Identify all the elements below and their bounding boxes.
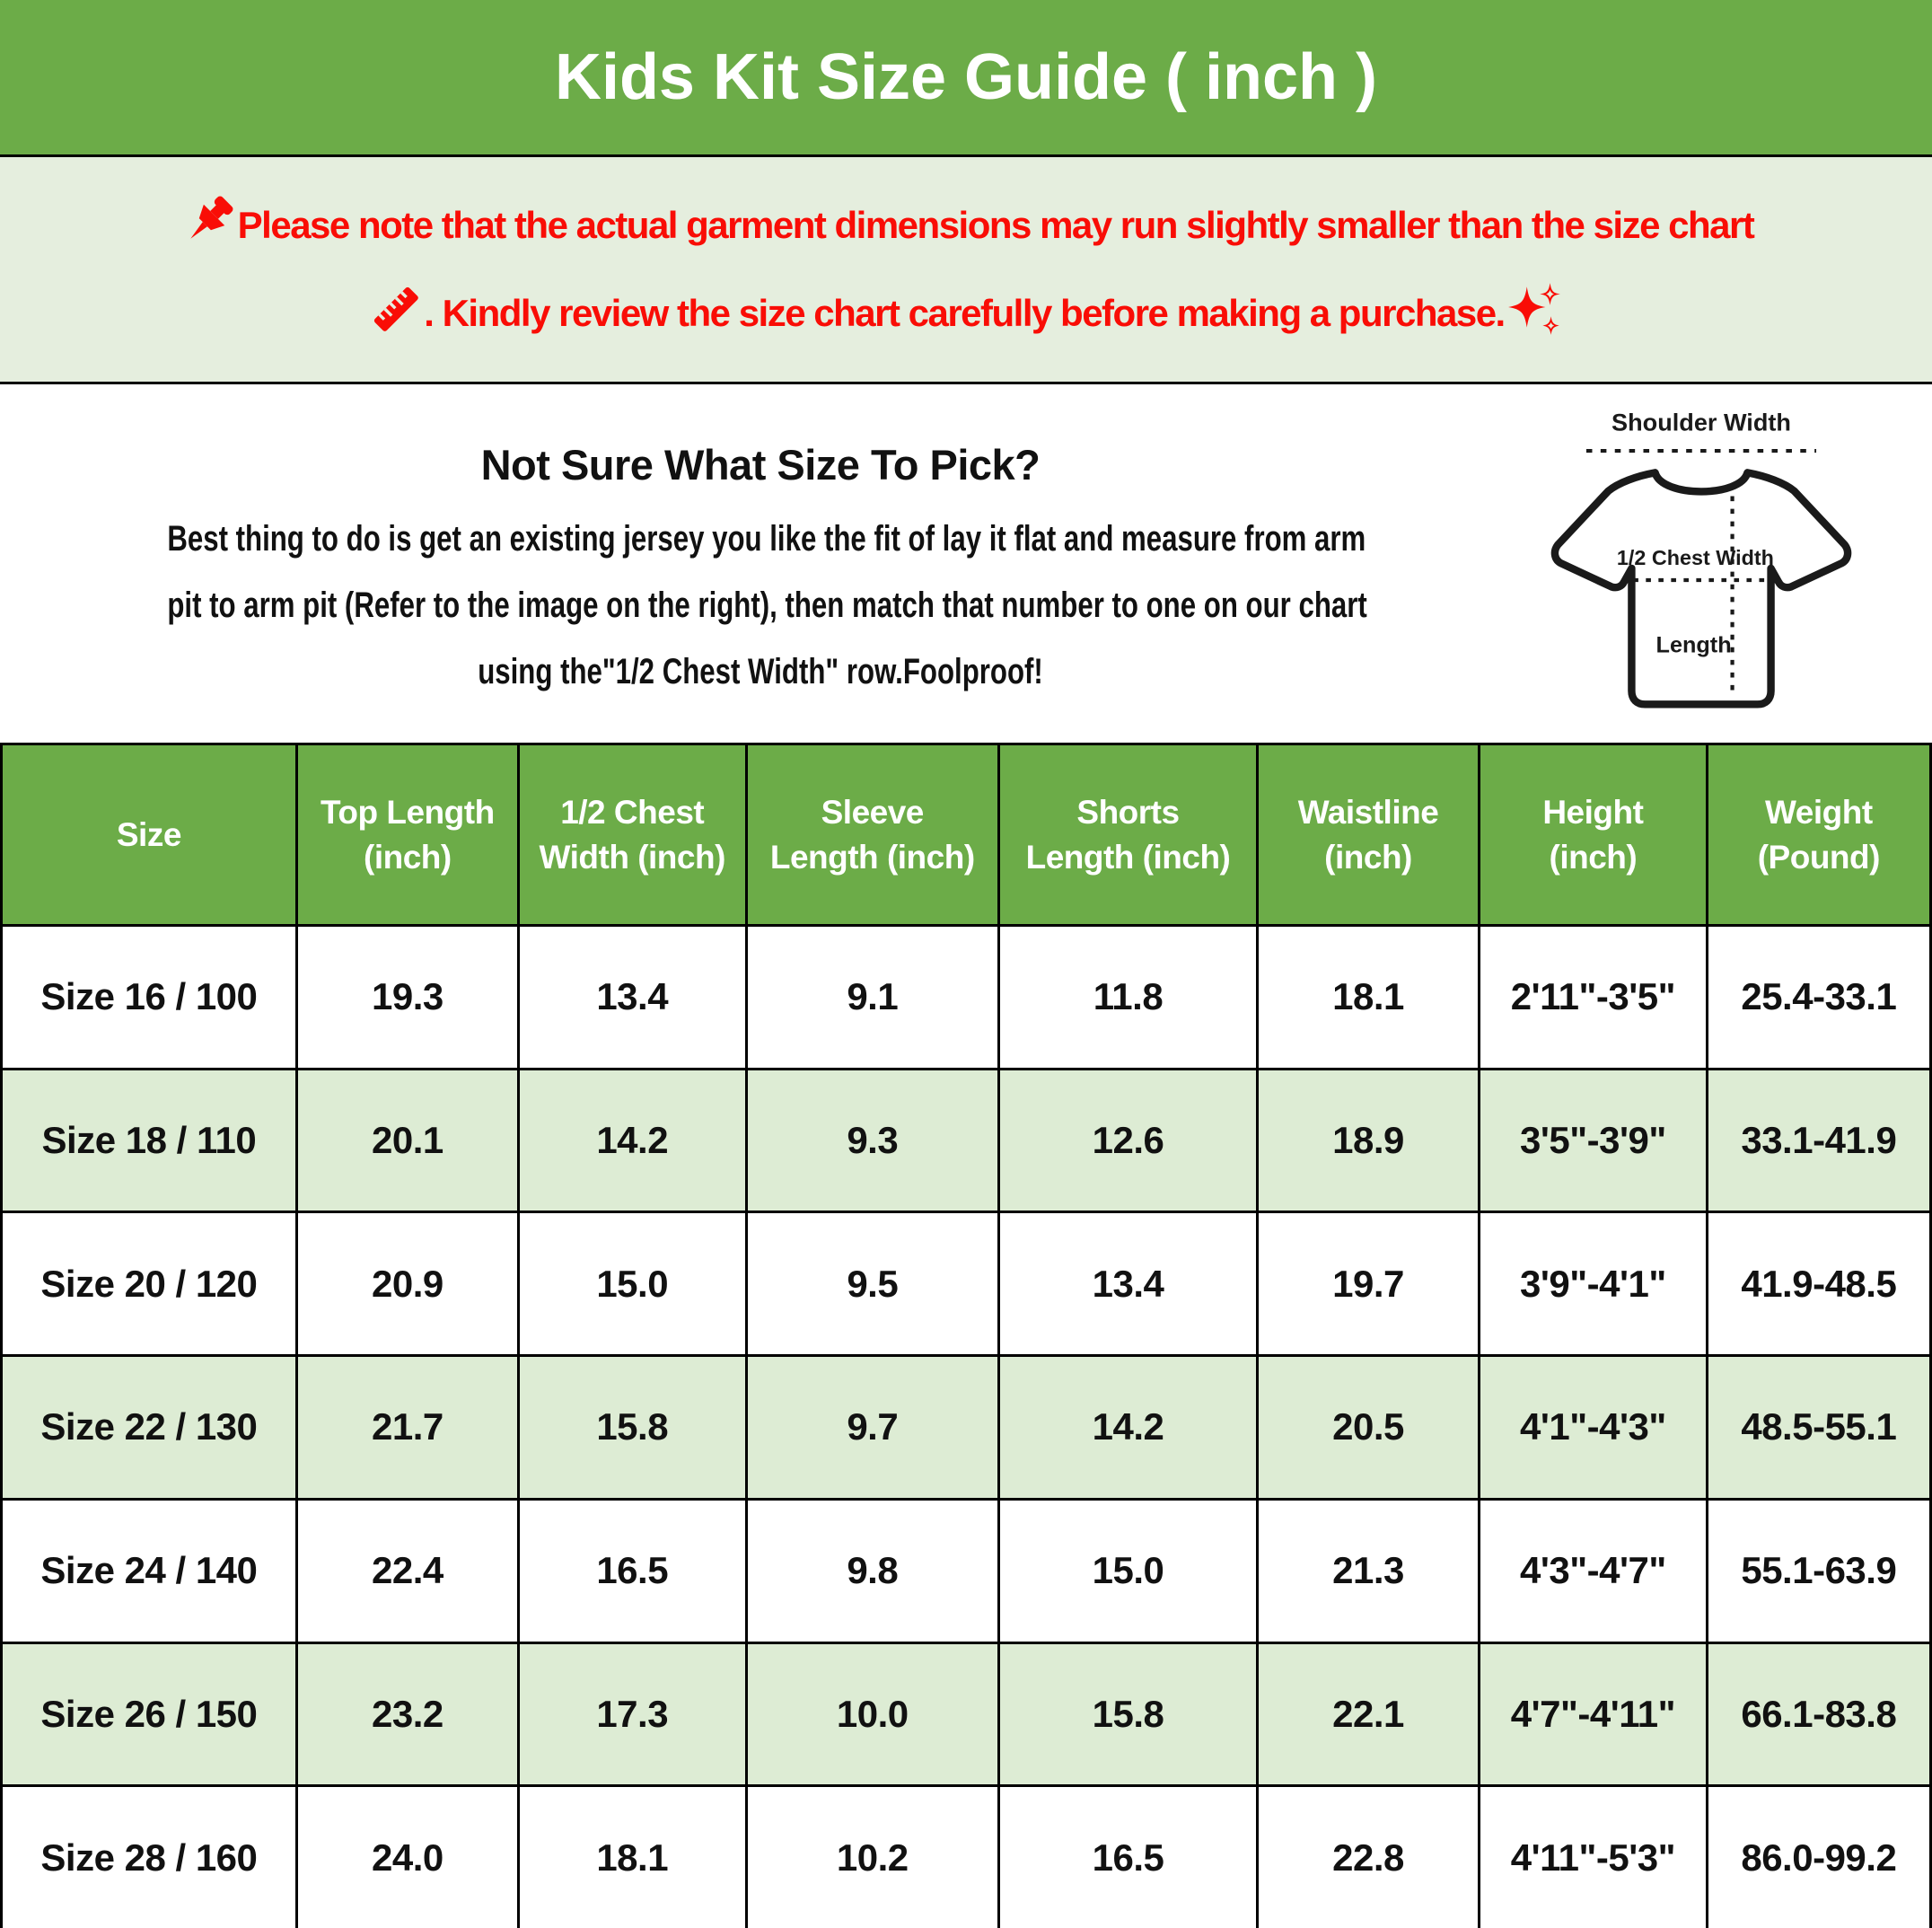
value-cell: 15.0	[516, 1211, 748, 1358]
help-body-line-1: Best thing to do is get an existing jers…	[167, 519, 1366, 559]
size-cell: Size 28 / 160	[0, 1784, 298, 1928]
value-cell: 22.1	[1255, 1641, 1481, 1788]
value-cell: 25.4-33.1	[1705, 924, 1932, 1070]
value-cell: 48.5-55.1	[1705, 1354, 1932, 1501]
value-cell: 19.3	[294, 924, 520, 1070]
help-heading: Not Sure What Size To Pick?	[480, 441, 1041, 489]
value-cell: 21.7	[294, 1354, 520, 1501]
shirt-diagram: Shoulder Width 1/2 Chest Width Length	[1521, 384, 1932, 739]
value-cell: 13.4	[516, 924, 748, 1070]
value-cell: 4'1"-4'3"	[1478, 1354, 1708, 1501]
value-cell: 16.5	[997, 1784, 1259, 1928]
value-cell: 20.1	[294, 1067, 520, 1214]
value-cell: 9.7	[744, 1354, 1001, 1501]
value-cell: 18.9	[1255, 1067, 1481, 1214]
notice-line-2-text: . Kindly review the size chart carefully…	[424, 292, 1506, 334]
value-cell: 17.3	[516, 1641, 748, 1788]
value-cell: 22.4	[294, 1497, 520, 1644]
value-cell: 15.8	[997, 1641, 1259, 1788]
sparkles-icon	[1505, 279, 1564, 348]
size-help-text: Not Sure What Size To Pick? Best thing t…	[0, 384, 1521, 705]
value-cell: 33.1-41.9	[1705, 1067, 1932, 1214]
value-cell: 12.6	[997, 1067, 1259, 1214]
value-cell: 21.3	[1255, 1497, 1481, 1644]
column-header: Height (inch)	[1478, 743, 1708, 927]
value-cell: 86.0-99.2	[1705, 1784, 1932, 1928]
notice-banner: Please note that the actual garment dime…	[0, 157, 1932, 384]
table-row: Size 24 / 140 22.4 16.5 9.8 15.0 21.3 4'3"-4'7…	[0, 1497, 1932, 1644]
value-cell: 14.2	[516, 1067, 748, 1214]
value-cell: 3'9"-4'1"	[1478, 1211, 1708, 1358]
value-cell: 22.8	[1255, 1784, 1481, 1928]
value-cell: 15.8	[516, 1354, 748, 1501]
help-body-line-2: pit to arm pit (Refer to the image on th…	[167, 585, 1367, 625]
column-header: Weight (Pound)	[1705, 743, 1932, 927]
chest-width-label: 1/2 Chest Width	[1617, 546, 1774, 569]
notice-line-2: . Kindly review the size chart carefully…	[368, 279, 1563, 348]
value-cell: 20.9	[294, 1211, 520, 1358]
value-cell: 14.2	[997, 1354, 1259, 1501]
value-cell: 9.8	[744, 1497, 1001, 1644]
column-header: Shorts Length (inch)	[997, 743, 1259, 927]
column-header: Top Length (inch)	[294, 743, 520, 927]
value-cell: 66.1-83.8	[1705, 1641, 1932, 1788]
value-cell: 16.5	[516, 1497, 748, 1644]
value-cell: 10.2	[744, 1784, 1001, 1928]
value-cell: 10.0	[744, 1641, 1001, 1788]
table-row: Size 22 / 130 21.7 15.8 9.7 14.2 20.5 4'1"-4'3…	[0, 1354, 1932, 1501]
table-row: Size 26 / 150 23.2 17.3 10.0 15.8 22.1 4'7"-4'…	[0, 1641, 1932, 1788]
value-cell: 24.0	[294, 1784, 520, 1928]
value-cell: 9.1	[744, 924, 1001, 1070]
column-header: Sleeve Length (inch)	[744, 743, 1001, 927]
value-cell: 13.4	[997, 1211, 1259, 1358]
size-cell: Size 22 / 130	[0, 1354, 298, 1501]
table-row: Size 20 / 120 20.9 15.0 9.5 13.4 19.7 3'9"-4'1…	[0, 1211, 1932, 1358]
column-header: Size	[0, 743, 298, 927]
size-table: Size Top Length (inch) 1/2 Chest Width (in…	[0, 743, 1932, 1928]
value-cell: 20.5	[1255, 1354, 1481, 1501]
size-cell: Size 16 / 100	[0, 924, 298, 1070]
size-cell: Size 24 / 140	[0, 1497, 298, 1644]
help-body: Best thing to do is get an existing jers…	[0, 506, 1521, 705]
value-cell: 15.0	[997, 1497, 1259, 1644]
value-cell: 41.9-48.5	[1705, 1211, 1932, 1358]
pushpin-icon	[179, 191, 238, 260]
length-label: Length	[1656, 632, 1732, 657]
size-help-section: Not Sure What Size To Pick? Best thing t…	[0, 384, 1932, 743]
size-cell: Size 18 / 110	[0, 1067, 298, 1214]
size-cell: Size 20 / 120	[0, 1211, 298, 1358]
size-table-body: Size 16 / 100 19.3 13.4 9.1 11.8 18.1 2'11"-3'…	[0, 924, 1932, 1928]
value-cell: 55.1-63.9	[1705, 1497, 1932, 1644]
size-table-head-row: Size Top Length (inch) 1/2 Chest Width (in…	[0, 743, 1932, 927]
value-cell: 18.1	[516, 1784, 748, 1928]
value-cell: 19.7	[1255, 1211, 1481, 1358]
notice-line-1: Please note that the actual garment dime…	[179, 191, 1755, 260]
notice-line-1-text: Please note that the actual garment dime…	[237, 204, 1755, 246]
value-cell: 2'11"-3'5"	[1478, 924, 1708, 1070]
shoulder-width-label: Shoulder Width	[1611, 409, 1791, 436]
value-cell: 3'5"-3'9"	[1478, 1067, 1708, 1214]
value-cell: 4'3"-4'7"	[1478, 1497, 1708, 1644]
value-cell: 11.8	[997, 924, 1259, 1070]
value-cell: 4'7"-4'11"	[1478, 1641, 1708, 1788]
size-cell: Size 26 / 150	[0, 1641, 298, 1788]
value-cell: 9.3	[744, 1067, 1001, 1214]
value-cell: 4'11"-5'3"	[1478, 1784, 1708, 1928]
column-header: Waistline (inch)	[1255, 743, 1481, 927]
table-row: Size 18 / 110 20.1 14.2 9.3 12.6 18.9 3'5"-3'9…	[0, 1067, 1932, 1214]
page-title: Kids Kit Size Guide ( inch )	[554, 41, 1378, 113]
help-body-line-3: using the"1/2 Chest Width" row.Foolproof…	[478, 652, 1043, 691]
title-bar: Kids Kit Size Guide ( inch )	[0, 0, 1932, 157]
value-cell: 9.5	[744, 1211, 1001, 1358]
column-header: 1/2 Chest Width (inch)	[516, 743, 748, 927]
value-cell: 18.1	[1255, 924, 1481, 1070]
table-row: Size 16 / 100 19.3 13.4 9.1 11.8 18.1 2'11"-3'…	[0, 924, 1932, 1070]
ruler-icon	[368, 281, 424, 346]
table-row: Size 28 / 160 24.0 18.1 10.2 16.5 22.8 4'11"-5…	[0, 1784, 1932, 1928]
value-cell: 23.2	[294, 1641, 520, 1788]
tshirt-outline	[1550, 469, 1852, 709]
